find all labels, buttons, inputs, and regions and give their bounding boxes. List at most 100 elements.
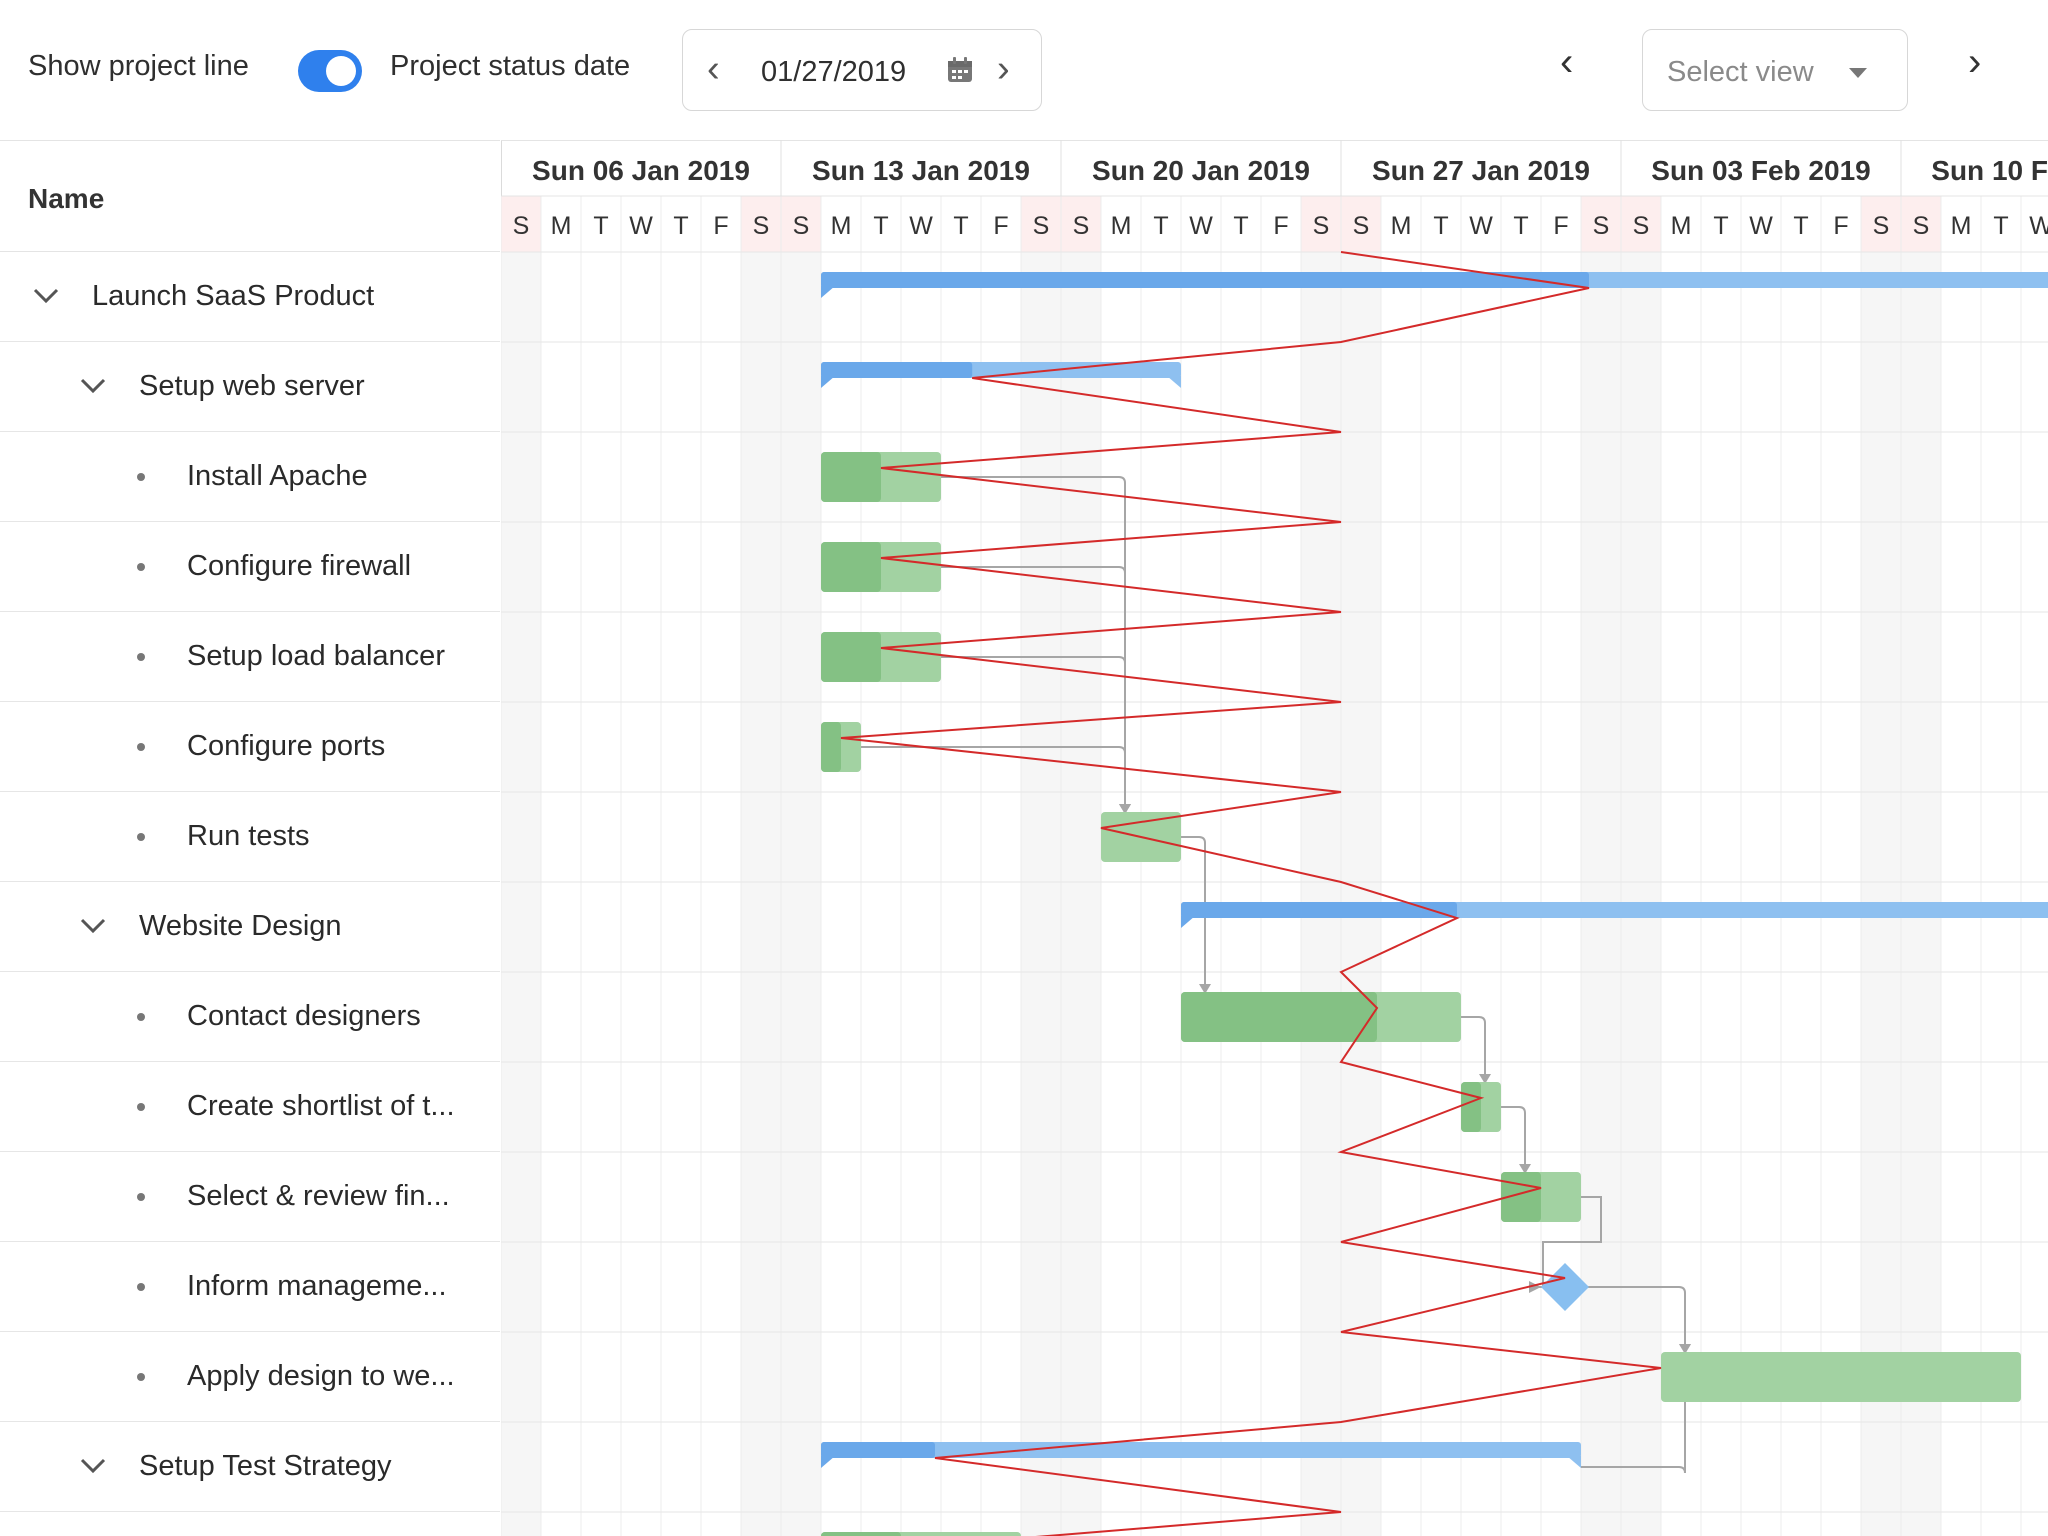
weekend-header-cell (1861, 196, 1901, 252)
task-progress (1181, 992, 1377, 1042)
name-column-header[interactable]: Name (0, 140, 500, 252)
task-row[interactable]: Inform manageme... (0, 1242, 500, 1332)
task-row[interactable]: Website Design (0, 882, 500, 972)
day-letter: S (753, 212, 770, 240)
weekend-header-cell (1621, 196, 1661, 252)
task-name[interactable]: Configure firewall (187, 550, 412, 582)
task-row[interactable]: Setup Test Strategy (0, 1422, 500, 1512)
weekend-header-cell (1021, 196, 1061, 252)
task-row[interactable]: Run tests (0, 792, 500, 882)
weekend-column (1621, 252, 1661, 1536)
calendar-icon[interactable] (947, 57, 973, 83)
task-name[interactable]: Run tests (187, 820, 310, 852)
day-letter: F (993, 212, 1008, 240)
weekend-column (1901, 252, 1941, 1536)
task-name[interactable]: Setup Test Strategy (139, 1450, 392, 1482)
day-letter: W (1189, 212, 1213, 240)
next-date-icon[interactable]: › (997, 48, 1010, 90)
task-row[interactable]: Setup load balancer (0, 612, 500, 702)
collapse-chevron-icon[interactable] (78, 1450, 108, 1480)
bullet-icon (137, 1373, 145, 1381)
dependency-line (1581, 1346, 1686, 1474)
task-name[interactable]: Apply design to we... (187, 1360, 455, 1392)
day-letter: T (1153, 212, 1168, 240)
dependency-arrow (1199, 984, 1211, 994)
task-row[interactable]: Select & review fin... (0, 1152, 500, 1242)
task-name[interactable]: Setup load balancer (187, 640, 445, 672)
gantt-timeline: Sun 06 Jan 2019 Sun 13 Jan 2019 Sun 20 Jan… (501, 140, 2048, 1536)
day-letter: M (1111, 212, 1132, 240)
task-row[interactable]: Apply design to we... (0, 1332, 500, 1422)
weekend-header-cell (1341, 196, 1381, 252)
weekend-header-cell (741, 196, 781, 252)
dependency-line (941, 656, 1126, 806)
show-project-line-toggle[interactable] (298, 50, 362, 92)
dependency-arrow (1529, 1281, 1541, 1293)
task-name[interactable]: Website Design (139, 910, 342, 942)
task-progress (1461, 1082, 1481, 1132)
day-letter: S (1873, 212, 1890, 240)
summary-progress (821, 1442, 935, 1458)
summary-right-cap (1167, 376, 1181, 388)
task-progress (821, 452, 881, 502)
status-date-field[interactable]: ‹ 01/27/2019 › (682, 29, 1042, 111)
day-letter: S (1313, 212, 1330, 240)
summary-progress (1181, 902, 1457, 918)
day-letter: S (1633, 212, 1650, 240)
task-name[interactable]: Configure ports (187, 730, 386, 762)
previous-date-icon[interactable]: ‹ (707, 48, 720, 90)
collapse-chevron-icon[interactable] (78, 910, 108, 940)
task-row[interactable]: Contact designers (0, 972, 500, 1062)
task-row[interactable]: Configure ports (0, 702, 500, 792)
day-letter: T (1713, 212, 1728, 240)
toolbar: Show project line Project status date ‹ … (0, 0, 2048, 140)
next-range-icon[interactable]: › (1968, 40, 1982, 84)
task-progress (821, 632, 881, 682)
bullet-icon (137, 653, 145, 661)
task-name[interactable]: Contact designers (187, 1000, 421, 1032)
day-letter: S (1593, 212, 1610, 240)
status-date-label: Project status date (390, 50, 631, 82)
task-name[interactable]: Create shortlist of t... (187, 1090, 455, 1122)
day-letter: S (793, 212, 810, 240)
day-letter: T (673, 212, 688, 240)
summary-left-cap (821, 286, 835, 298)
task-name[interactable]: Select & review fin... (187, 1180, 450, 1212)
week-label: Sun 10 Feb 2019 (1931, 155, 2048, 186)
task-row[interactable]: Install Apache (0, 432, 500, 522)
summary-progress (821, 362, 973, 378)
previous-range-icon[interactable]: ‹ (1560, 40, 1574, 84)
weekend-column (741, 252, 781, 1536)
day-letter: T (1793, 212, 1808, 240)
day-letter: W (629, 212, 653, 240)
task-row[interactable]: Configure firewall (0, 522, 500, 612)
weekend-header-cell (1301, 196, 1341, 252)
day-letter: F (713, 212, 728, 240)
status-date-value[interactable]: 01/27/2019 (761, 56, 907, 88)
day-letter: S (1353, 212, 1370, 240)
summary-left-cap (1181, 916, 1195, 928)
task-row[interactable]: Setup web server (0, 342, 500, 432)
select-view-dropdown[interactable]: Select view (1642, 29, 1908, 111)
day-letter: F (1833, 212, 1848, 240)
task-row[interactable]: Launch SaaS Product (0, 252, 500, 342)
gantt-svg: Sun 06 Jan 2019 Sun 13 Jan 2019 Sun 20 Jan… (501, 140, 2048, 1536)
collapse-chevron-icon[interactable] (78, 370, 108, 400)
task-name[interactable]: Inform manageme... (187, 1270, 447, 1302)
weekend-column (1061, 252, 1101, 1536)
collapse-chevron-icon[interactable] (31, 280, 61, 310)
day-letter: T (593, 212, 608, 240)
bullet-icon (137, 1193, 145, 1201)
day-letter: M (1391, 212, 1412, 240)
task-row[interactable]: Create shortlist of t... (0, 1062, 500, 1152)
bullet-icon (137, 473, 145, 481)
task-name[interactable]: Install Apache (187, 460, 368, 492)
dependency-arrow (1479, 1074, 1491, 1084)
weekend-header-cell (1581, 196, 1621, 252)
summary-progress (821, 272, 1589, 288)
task-name[interactable]: Launch SaaS Product (92, 280, 375, 312)
task-name[interactable]: Setup web server (139, 370, 365, 402)
bullet-icon (137, 563, 145, 571)
day-letter: S (513, 212, 530, 240)
dependency-line (1181, 836, 1206, 986)
